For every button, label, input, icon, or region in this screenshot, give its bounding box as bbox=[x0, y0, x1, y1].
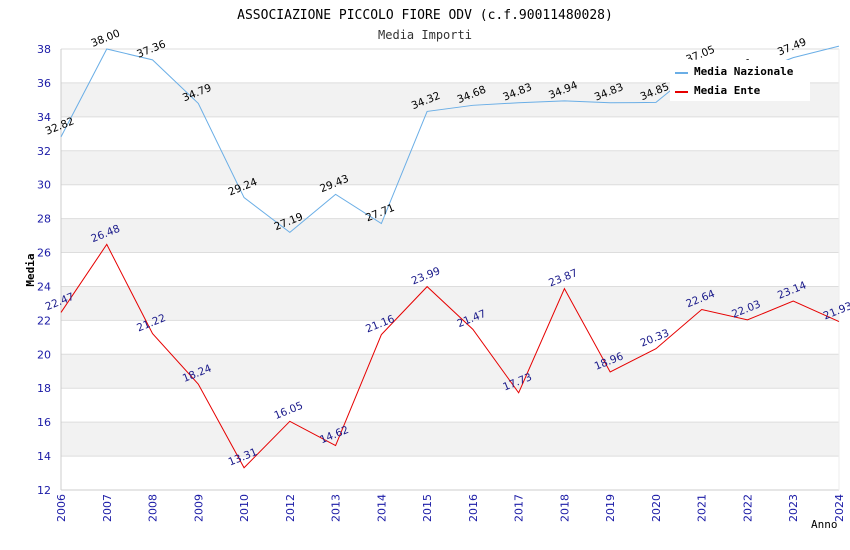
y-tick-label: 38 bbox=[37, 43, 51, 56]
y-tick-labels: 12 14 16 18 20 22 24 26 28 30 32 34 36 38 bbox=[37, 43, 51, 497]
x-tick-label: 2006 bbox=[55, 494, 68, 522]
data-label: 20.33 bbox=[639, 327, 671, 349]
y-tick-label: 36 bbox=[37, 77, 51, 90]
x-tick-label: 2024 bbox=[833, 494, 846, 522]
x-tick-label: 2016 bbox=[467, 494, 480, 522]
data-label: 23.99 bbox=[410, 265, 442, 287]
grid-band bbox=[61, 150, 839, 185]
grid-bands bbox=[61, 82, 839, 457]
y-tick-label: 26 bbox=[37, 247, 51, 260]
y-tick-label: 32 bbox=[37, 145, 51, 158]
x-tick-label: 2015 bbox=[421, 494, 434, 522]
axes bbox=[60, 49, 840, 491]
grid-band bbox=[61, 354, 839, 389]
x-tick-label: 2020 bbox=[650, 494, 663, 522]
x-tick-label: 2014 bbox=[375, 494, 388, 522]
grid-band bbox=[61, 218, 839, 253]
data-label: 38.00 bbox=[89, 27, 121, 49]
x-tick-label: 2022 bbox=[741, 494, 754, 522]
grid-lines bbox=[61, 48, 839, 491]
x-axis-label: Anno bbox=[811, 518, 838, 531]
x-tick-label: 2018 bbox=[558, 494, 571, 522]
y-tick-label: 30 bbox=[37, 179, 51, 192]
series-line-ente bbox=[60, 243, 840, 469]
y-tick-label: 20 bbox=[37, 348, 51, 361]
legend-entry-ente: Media Ente bbox=[694, 84, 761, 97]
y-tick-label: 16 bbox=[37, 416, 51, 429]
x-tick-label: 2013 bbox=[330, 494, 343, 522]
x-tick-label: 2021 bbox=[696, 494, 709, 522]
legend-background bbox=[670, 60, 810, 101]
y-tick-label: 34 bbox=[37, 111, 51, 124]
y-tick-label: 24 bbox=[37, 280, 51, 293]
x-tick-label: 2009 bbox=[192, 494, 205, 522]
y-tick-label: 12 bbox=[37, 484, 51, 497]
grid-band bbox=[61, 286, 839, 321]
x-tick-labels: 2006 2007 2008 2009 2010 2012 2013 2014 2015 2016… bbox=[55, 494, 846, 522]
x-tick-label: 2017 bbox=[513, 494, 526, 522]
x-tick-label: 2012 bbox=[284, 494, 297, 522]
x-tick-label: 2007 bbox=[101, 494, 114, 522]
y-tick-label: 28 bbox=[37, 213, 51, 226]
grid-band bbox=[61, 422, 839, 457]
data-label: 37.36 bbox=[135, 38, 168, 61]
y-axis-label: Media bbox=[24, 253, 37, 286]
data-label: 16.05 bbox=[272, 400, 304, 422]
y-tick-label: 18 bbox=[37, 382, 51, 395]
legend: Media Nazionale Media Ente bbox=[670, 60, 810, 101]
x-tick-label: 2008 bbox=[147, 494, 160, 522]
legend-entry-nazionale: Media Nazionale bbox=[694, 65, 794, 78]
x-tick-label: 2010 bbox=[238, 494, 251, 522]
y-tick-label: 14 bbox=[37, 450, 51, 463]
x-tick-label: 2019 bbox=[604, 494, 617, 522]
y-tick-label: 22 bbox=[37, 314, 51, 327]
x-tick-label: 2023 bbox=[787, 494, 800, 522]
chart-subtitle: Media Importi bbox=[378, 28, 472, 42]
chart-title: ASSOCIAZIONE PICCOLO FIORE ODV (c.f.9001… bbox=[237, 8, 613, 23]
